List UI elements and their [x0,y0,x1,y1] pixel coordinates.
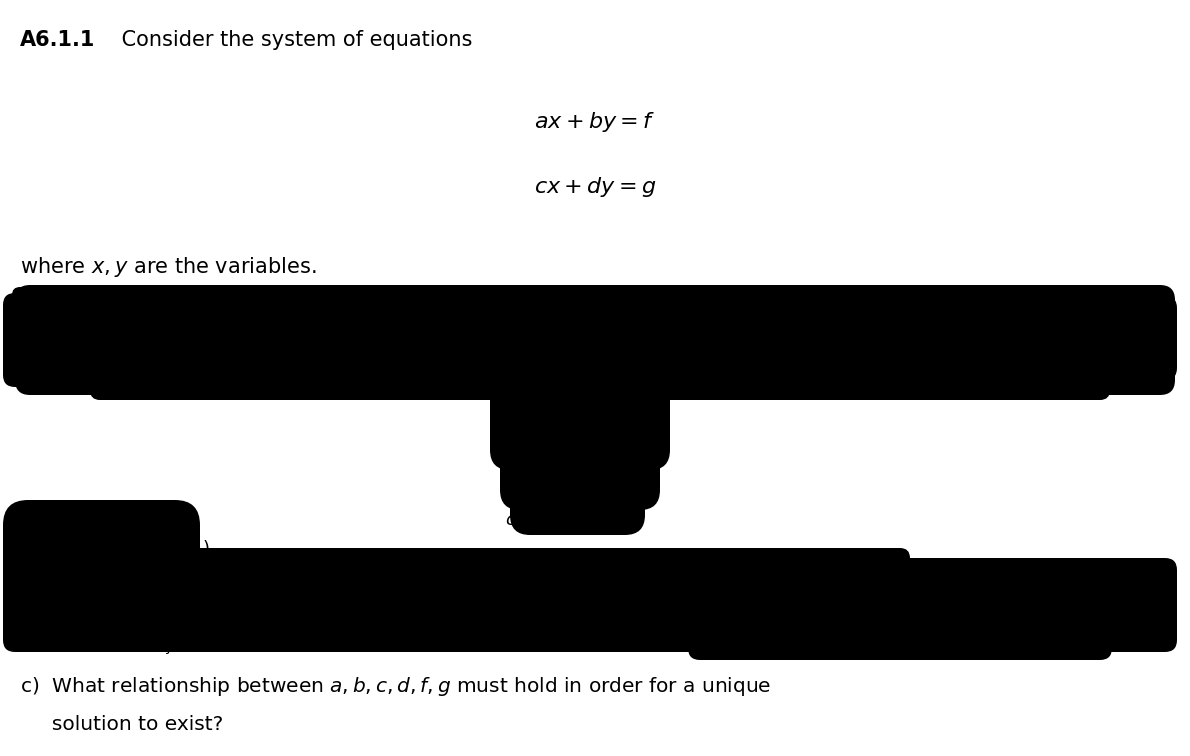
Text: n: n [1145,333,1154,347]
FancyBboxPatch shape [4,293,212,387]
Text: $c'$: $c'$ [505,510,521,529]
FancyBboxPatch shape [500,425,660,510]
FancyBboxPatch shape [15,285,1175,395]
Text: where $x, y$ are the variables.: where $x, y$ are the variables. [20,255,317,279]
Text: $ax + by = f$: $ax + by = f$ [534,110,656,134]
FancyBboxPatch shape [4,558,1177,652]
FancyBboxPatch shape [4,500,200,597]
Text: your solu… in to…: your solu… in to… [165,640,293,654]
FancyBboxPatch shape [12,287,708,363]
Text: solution to exist?: solution to exist? [20,715,224,734]
FancyBboxPatch shape [50,548,910,610]
Text: $cx + dy = g$: $cx + dy = g$ [533,175,657,199]
Text: Consider the system of equations: Consider the system of equations [115,30,472,50]
FancyBboxPatch shape [888,296,1177,380]
FancyBboxPatch shape [90,300,1110,400]
FancyBboxPatch shape [688,578,1111,660]
Text: $d$.): $d$.) [184,538,209,558]
FancyBboxPatch shape [490,350,670,470]
FancyBboxPatch shape [511,462,645,535]
Text: A6.1.1: A6.1.1 [20,30,95,50]
Text: c)  What relationship between $a, b, c, d, f, g$ must hold in order for a unique: c) What relationship between $a, b, c, d… [20,675,771,698]
